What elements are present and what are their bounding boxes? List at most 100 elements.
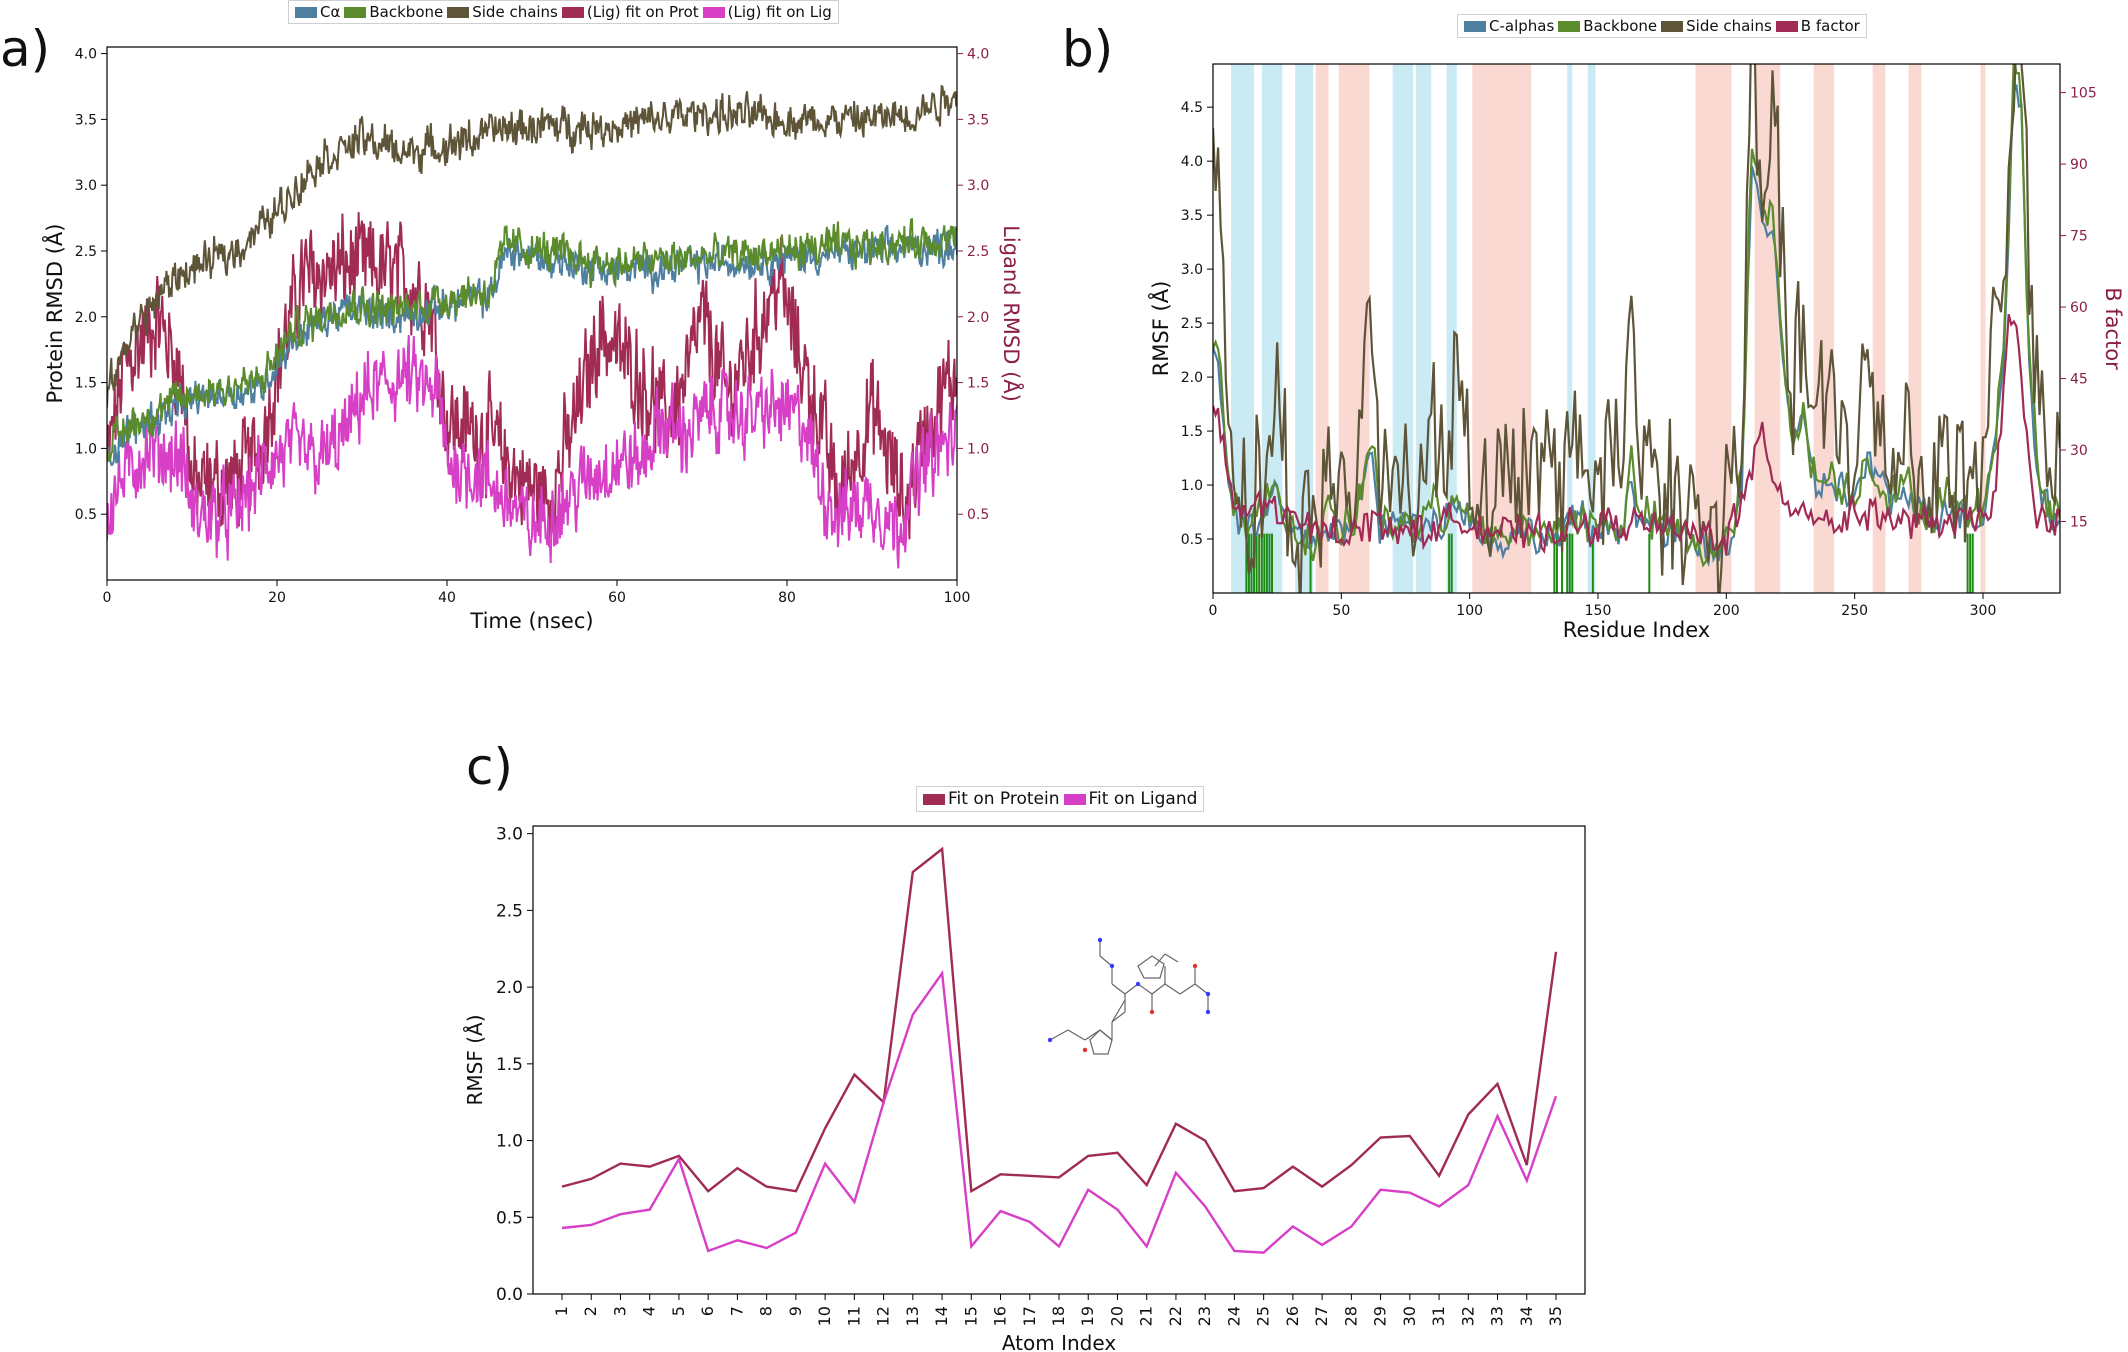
x-tick-label-c: 30 <box>1400 1306 1419 1326</box>
y-tick-label-b: 3.5 <box>1181 208 1203 224</box>
ligand-bond <box>1111 983 1126 995</box>
x-tick-label-b: 200 <box>1713 603 1740 619</box>
helix-region <box>1872 64 1886 593</box>
panel-a-chart: 0 20 40 60 80 100 0.5 1.0 1.5 2.0 2.5 3.0 3.5 4.0 0.5 1… <box>41 46 1025 633</box>
ligand-bond <box>1179 983 1196 995</box>
y2-tick-label-a: 1.5 <box>967 376 989 392</box>
y-axis-label-a: Protein RMSD (Å) <box>41 224 67 404</box>
series-line-backbone-b <box>1213 64 2060 568</box>
swatch-fit-lig <box>702 6 725 18</box>
panel-label-c: c) <box>466 738 513 796</box>
x-tick-label-b: 150 <box>1585 603 1612 619</box>
y-tick-label-b: 2.5 <box>1181 316 1203 332</box>
ligand-atom <box>1205 991 1211 997</box>
x-tick-label-c: 31 <box>1429 1306 1448 1326</box>
helix-region <box>1695 64 1732 593</box>
legend-item-fit-protein: Fit on Protein <box>923 789 1060 809</box>
ligand-atom <box>1192 963 1198 969</box>
x-tick-label-c: 34 <box>1517 1306 1536 1326</box>
x-axis-label-b: Residue Index <box>1563 618 1710 642</box>
plot-frame-b <box>1212 63 2061 594</box>
x-tick-label-c: 32 <box>1458 1306 1477 1326</box>
y-tick-label-c: 1.5 <box>496 1055 523 1075</box>
panel-b-chart: 0 50 100 150 200 250 300 0.5 1.0 1.5 2.0 2.5 3.0 3.5 4… <box>1147 63 2125 642</box>
swatch-fit-prot <box>561 6 584 18</box>
y2-tick-label-b: 15 <box>2070 515 2088 531</box>
y-axis-label-b: RMSF (Å) <box>1147 281 1173 377</box>
ligand-bond <box>1067 1029 1086 1041</box>
ligand-atom <box>1135 981 1141 987</box>
y2-tick-label-a: 4.0 <box>967 47 989 63</box>
y-tick-label-a: 2.0 <box>75 310 97 326</box>
swatch-sidechains <box>447 6 470 18</box>
y2-axis-label-b: B factor <box>2101 287 2125 370</box>
x-tick-label-c: 26 <box>1283 1306 1302 1326</box>
x-tick-label-c: 19 <box>1078 1306 1097 1326</box>
series-line-backbone <box>107 217 957 462</box>
panel-c-chart: 1 2 3 4 5 6 7 8 9 10 11 12 13 14 15 16 17 18 19 20 21 22 23 24 2… <box>463 825 1586 1352</box>
x-axis-label-a: Time (nsec) <box>469 609 593 633</box>
legend-item-fit-lig: (Lig) fit on Lig <box>702 3 832 21</box>
strand-region <box>1567 64 1573 593</box>
x-tick-label-b: 100 <box>1456 603 1483 619</box>
x-tick-label-c: 27 <box>1312 1306 1331 1326</box>
y-tick-label-b: 4.0 <box>1181 154 1203 170</box>
swatch-backbone-b <box>1558 20 1581 32</box>
strand-region <box>1295 64 1314 593</box>
swatch-bfactor <box>1775 20 1798 32</box>
y-tick-label-b: 1.5 <box>1181 424 1203 440</box>
swatch-fit-ligand <box>1063 793 1086 805</box>
x-tick-label-c: 35 <box>1546 1306 1565 1326</box>
y2-tick-label-b: 75 <box>2070 229 2088 245</box>
series-group-a <box>107 84 957 569</box>
y-tick-label-a: 2.5 <box>75 244 97 260</box>
y2-tick-label-a: 3.5 <box>967 112 989 128</box>
x-tick-label-c: 28 <box>1341 1306 1360 1326</box>
x-tick-label-c: 18 <box>1049 1306 1068 1326</box>
y2-tick-label-a: 3.0 <box>967 178 989 194</box>
legend-item-calphas: C-alphas <box>1464 17 1554 35</box>
x-tick-label-c: 11 <box>844 1306 863 1326</box>
x-tick-label-b: 0 <box>1209 603 1218 619</box>
ligand-bond <box>1164 953 1179 963</box>
y-tick-label-b: 3.0 <box>1181 262 1203 278</box>
ligand-bond <box>1111 999 1126 1023</box>
legend-b: C-alphas Backbone Side chains B factor <box>1457 14 1867 38</box>
x-tick-label-a: 100 <box>944 590 971 606</box>
x-tick-label-c: 8 <box>757 1306 776 1316</box>
y-tick-label-a: 4.0 <box>75 47 97 63</box>
ligand-bond <box>1137 983 1153 995</box>
y2-tick-label-b: 60 <box>2070 300 2088 316</box>
swatch-calpha <box>295 6 317 18</box>
x-tick-label-c: 33 <box>1488 1306 1507 1326</box>
x-tick-label-a: 0 <box>103 590 112 606</box>
ligand-atom <box>1109 963 1115 969</box>
legend-item-backbone: Backbone <box>344 3 443 21</box>
legend-item-bfactor: B factor <box>1775 17 1860 35</box>
x-tick-label-a: 40 <box>438 590 456 606</box>
y-tick-label-a: 1.5 <box>75 376 97 392</box>
x-tick-label-c: 4 <box>640 1306 659 1316</box>
y-tick-label-b: 4.5 <box>1181 100 1203 116</box>
ligand-bond <box>1164 983 1181 995</box>
x-tick-label-c: 16 <box>991 1306 1010 1326</box>
legend-item-fit-prot: (Lig) fit on Prot <box>561 3 699 21</box>
swatch-sidechains-b <box>1661 20 1684 32</box>
y-tick-label-c: 2.5 <box>496 901 523 921</box>
series-line-fit-protein <box>561 846 1558 1194</box>
x-tick-label-b: 300 <box>1970 603 1997 619</box>
x-tick-label-c: 21 <box>1137 1306 1156 1326</box>
x-tick-label-b: 250 <box>1841 603 1868 619</box>
x-tick-label-c: 6 <box>698 1306 717 1316</box>
series-line-fit-ligand <box>561 970 1558 1254</box>
ligand-structure-image <box>1047 937 1211 1055</box>
x-tick-label-c: 10 <box>815 1306 834 1326</box>
x-tick-label-c: 12 <box>874 1306 893 1326</box>
ligand-atom <box>1082 1047 1088 1053</box>
legend-item-backbone-b: Backbone <box>1558 17 1657 35</box>
y-tick-label-c: 1.0 <box>496 1132 523 1152</box>
y-tick-label-a: 0.5 <box>75 507 97 523</box>
series-group-b <box>1213 64 2060 593</box>
y2-tick-label-a: 1.0 <box>967 441 989 457</box>
